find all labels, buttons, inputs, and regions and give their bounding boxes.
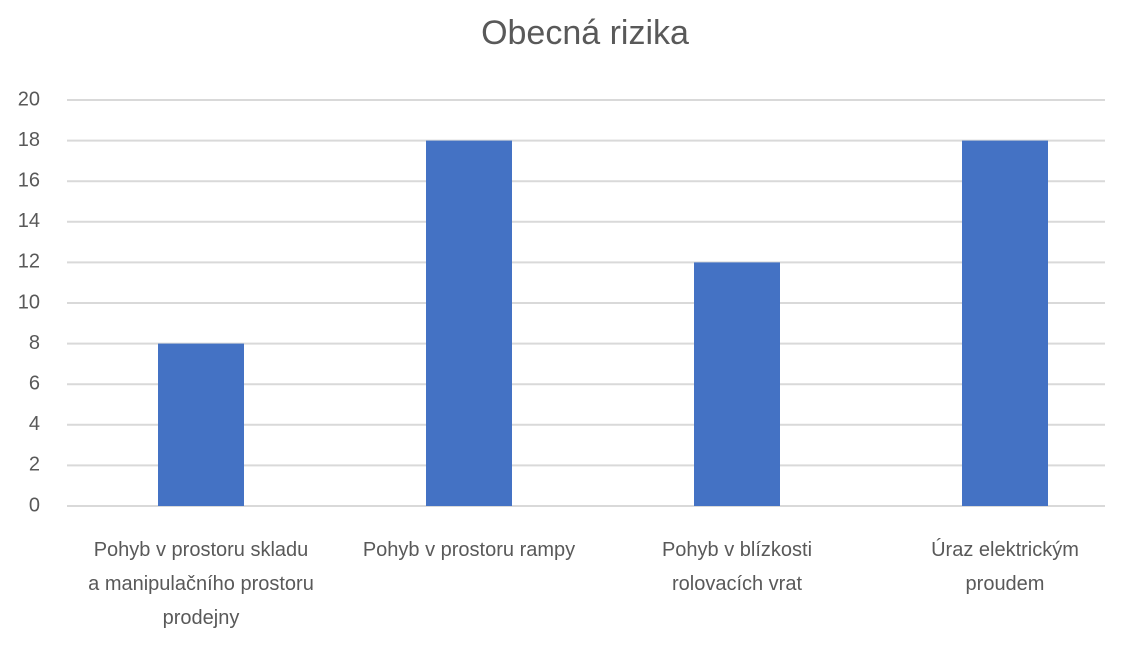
y-tick-label: 14 (18, 210, 40, 232)
y-tick-label: 6 (29, 372, 40, 394)
bar (158, 343, 244, 506)
y-tick-label: 4 (29, 413, 40, 435)
y-tick-label: 8 (29, 332, 40, 354)
y-tick-label: 12 (18, 251, 40, 273)
y-tick-label: 0 (29, 494, 40, 516)
bar (962, 140, 1048, 506)
x-tick-label: Úraz elektrickým proudem (931, 539, 1079, 595)
y-tick-label: 20 (18, 88, 40, 110)
x-tick-label: Pohyb v prostoru rampy (362, 539, 576, 561)
chart-title: Obecná rizika (481, 14, 689, 52)
y-tick-label: 16 (18, 169, 40, 191)
x-tick-label: Pohyb v prostoru skladu a manipulačního … (88, 539, 314, 629)
x-tick-label: Pohyb v blízkosti rolovacích vrat (661, 539, 813, 595)
bar (694, 262, 780, 506)
y-tick-label: 2 (29, 454, 40, 476)
y-tick-label: 18 (18, 129, 40, 151)
y-tick-label: 10 (18, 291, 40, 313)
bar (426, 140, 512, 506)
